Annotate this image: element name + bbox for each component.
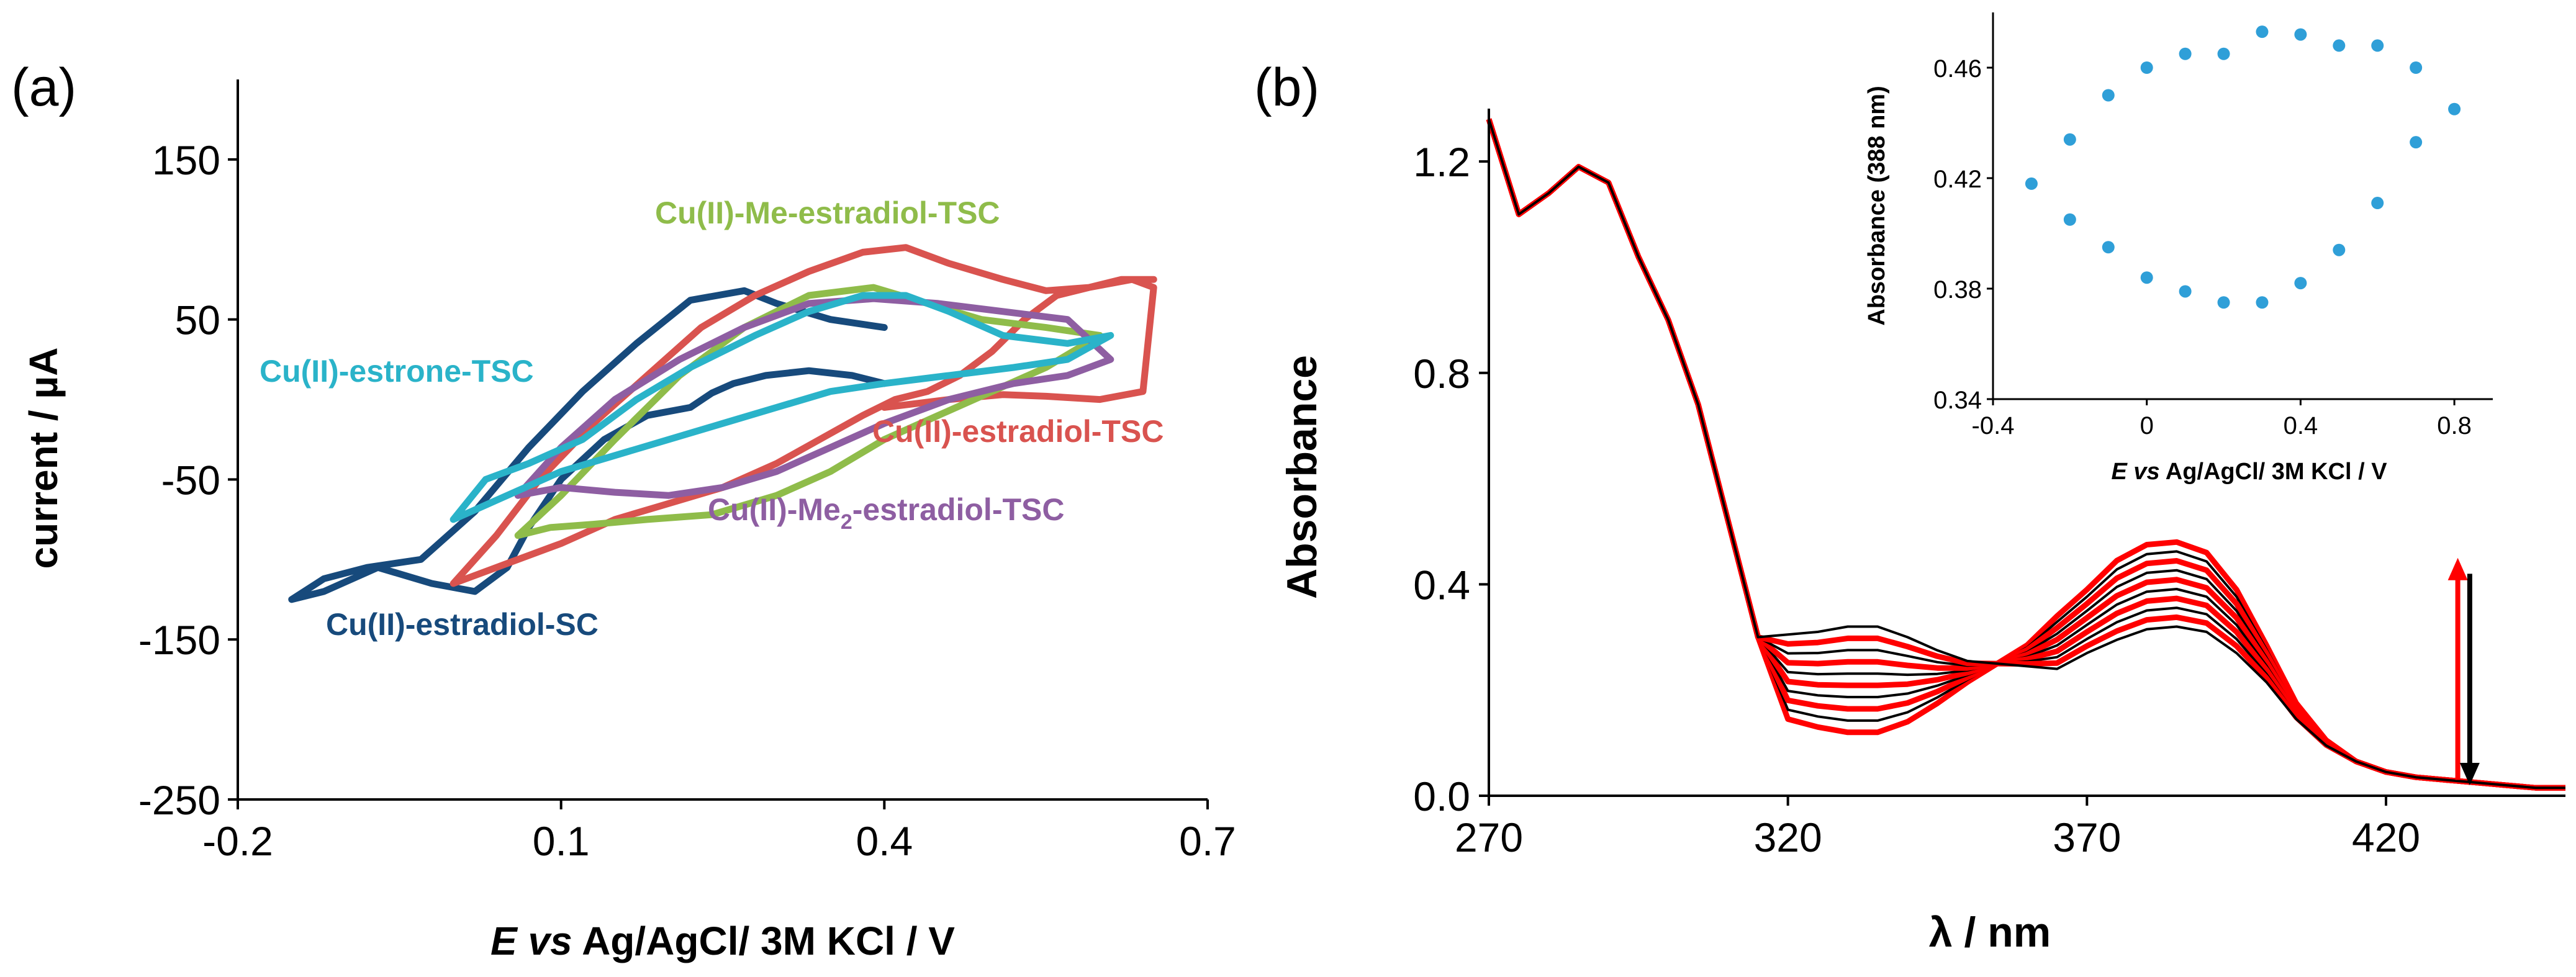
absorption-spectrum — [1488, 119, 2565, 790]
panel-b-x-tick-label: 370 — [2053, 814, 2121, 860]
absorption-spectrum — [1488, 119, 2565, 790]
panel-a-ticks: 150 50 -50 -150 -250-0.2 0.1 0.4 0.7 — [138, 137, 1236, 864]
absorption-spectrum — [1486, 118, 2565, 791]
absorption-spectrum — [1486, 118, 2565, 791]
panel-b-spectra — [1486, 118, 2565, 791]
panel-a-label: (a) — [11, 58, 76, 117]
inset-x-axis-label-rest: Ag/AgCl/ 3M KCl / V — [2160, 459, 2388, 485]
panel-b-arrows — [2447, 557, 2480, 785]
panel-b-x-tick-label: 270 — [1455, 814, 1523, 860]
inset-data-point — [2371, 197, 2384, 210]
inset-x-axis-label-italic: E vs — [2111, 459, 2159, 485]
absorption-spectrum — [1486, 118, 2565, 791]
panel-a-x-axis-label-rest: Ag/AgCl/ 3M KCl / V — [572, 919, 956, 963]
inset-x-tick-label: 0.8 — [2437, 412, 2472, 439]
panel-a-labels: Cu(II)-Me-estradiol-TSC Cu(II)-estrone-TS… — [260, 196, 1164, 642]
inset-y-tick-label: 0.34 — [1933, 387, 1982, 414]
panel-a-y-tick-label: 150 — [152, 137, 220, 183]
inset-data-point — [2410, 61, 2423, 74]
panel-a-x-axis-label-italic: E vs — [490, 919, 572, 963]
inset-data-point — [2333, 243, 2346, 256]
inset-x-tick-label: 0.4 — [2284, 412, 2318, 439]
series-label: Cu(II)-estradiol-SC — [326, 607, 599, 642]
panel-a-x-tick-label: 0.7 — [1179, 818, 1236, 864]
cv-curve-cuii-me-estradiol-tsc — [514, 284, 1103, 539]
inset-data-point — [2063, 133, 2076, 146]
inset-data-point — [2140, 61, 2153, 74]
inset-data-point — [2217, 47, 2230, 60]
panel-b-x-tick-label: 320 — [1754, 814, 1822, 860]
cv-curve-cuii-estradiol-sc — [288, 287, 888, 603]
panel-a-x-tick-label: 0.1 — [533, 818, 590, 864]
series-label: Cu(II)-Me-estradiol-TSC — [655, 196, 1000, 230]
arrow-up-head — [2447, 557, 2468, 580]
panel-a-x-tick-label: -0.2 — [202, 818, 273, 864]
panel-b-x-tick-label: 420 — [2352, 814, 2420, 860]
absorption-spectrum — [1486, 118, 2565, 791]
inset-data-point — [2448, 102, 2461, 115]
absorption-spectrum — [1488, 119, 2565, 790]
inset-data-point — [2294, 277, 2307, 290]
inset-data-point — [2256, 296, 2269, 309]
inset-x-tick-label: -0.4 — [1972, 412, 2015, 439]
panel-b-y-tick-label: 0.0 — [1413, 773, 1470, 819]
panel-a-y-tick-label: -150 — [138, 617, 220, 663]
inset-y-axis-label: Absorbance (388 nm) — [1864, 86, 1890, 325]
panel-b-y-axis-label: Absorbance — [1278, 355, 1326, 599]
inset-y-tick-label: 0.42 — [1933, 166, 1982, 193]
inset-data-point — [2179, 47, 2192, 60]
arrow-down-head — [2459, 762, 2480, 785]
series-label: Cu(II)-estradiol-TSC — [872, 414, 1164, 449]
panel-a-series — [288, 244, 1157, 603]
inset-points — [2025, 25, 2461, 309]
panel-b-y-tick-label: 0.8 — [1413, 351, 1470, 397]
inset-ticks: 0.34 0.38 0.42 0.46 -0.4 0 0.4 0.8 — [1933, 55, 2472, 439]
inset-data-point — [2025, 177, 2038, 190]
absorption-spectrum — [1488, 119, 2565, 790]
panel-a-y-tick-label: 50 — [175, 297, 220, 343]
inset-data-point — [2333, 39, 2346, 52]
inset-y-tick-label: 0.38 — [1933, 276, 1982, 304]
panel-b-ticks: 0.0 0.4 0.8 1.2 270 320 370 420 — [1413, 139, 2420, 860]
absorption-spectrum — [1488, 119, 2565, 790]
panel-a-x-axis-label: E vs Ag/AgCl/ 3M KCl / V — [490, 919, 955, 963]
inset-data-point — [2102, 89, 2115, 102]
inset-y-tick-label: 0.46 — [1933, 55, 1982, 83]
inset-data-point — [2256, 25, 2269, 38]
inset-data-point — [2410, 136, 2423, 149]
panel-b: 0.0 0.4 0.8 1.2 270 320 370 420 Absorbance λ / … — [1278, 109, 2565, 956]
inset-x-tick-label: 0 — [2140, 412, 2154, 439]
absorption-spectrum — [1486, 118, 2565, 791]
panel-b-y-tick-label: 0.4 — [1413, 562, 1470, 608]
series-label: Cu(II)-estrone-TSC — [260, 354, 534, 389]
inset-data-point — [2217, 296, 2230, 309]
inset-data-point — [2179, 285, 2192, 298]
panel-b-y-tick-label: 1.2 — [1413, 139, 1470, 185]
panel-a-y-tick-label: -50 — [161, 457, 220, 503]
inset-data-point — [2371, 39, 2384, 52]
inset-x-axis-label: E vs Ag/AgCl/ 3M KCl / V — [2111, 459, 2387, 485]
panel-b-x-axis-label: λ / nm — [1929, 909, 2051, 956]
cv-curve-cuii-me2-estradiol-tsc — [514, 295, 1114, 499]
inset-data-point — [2140, 271, 2153, 284]
cv-curve-cuii-estrone-tsc — [450, 292, 1114, 523]
panel-a-y-axis-label: current / µA — [21, 348, 66, 569]
inset-data-point — [2102, 241, 2115, 254]
panel-a-x-tick-label: 0.4 — [856, 818, 913, 864]
series-label: Cu(II)-Me2-estradiol-TSC — [708, 492, 1064, 534]
panel-b-label: (b) — [1254, 58, 1319, 117]
inset-data-point — [2294, 28, 2307, 41]
panel-b-inset: 0.34 0.38 0.42 0.46 -0.4 0 0.4 0.8 Absorbance (… — [1864, 12, 2493, 485]
cv-curve-cuii-estradiol-tsc — [450, 244, 1157, 587]
panel-a: 150 50 -50 -150 -250-0.2 0.1 0.4 0.7 Cu(II)-Me-… — [21, 79, 1236, 963]
panel-a-y-tick-label: -250 — [138, 777, 220, 823]
inset-data-point — [2063, 213, 2076, 226]
